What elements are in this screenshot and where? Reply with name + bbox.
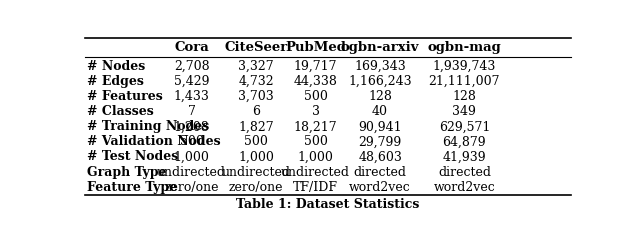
Text: # Classes: # Classes [88,105,154,118]
Text: Cora: Cora [174,41,209,54]
Text: 500: 500 [303,135,328,148]
Text: # Features: # Features [88,90,163,103]
Text: zero/one: zero/one [164,181,219,194]
Text: 1,000: 1,000 [298,151,333,164]
Text: ogbn-arxiv: ogbn-arxiv [341,41,419,54]
Text: 6: 6 [252,105,260,118]
Text: ogbn-mag: ogbn-mag [428,41,501,54]
Text: 41,939: 41,939 [443,151,486,164]
Text: 500: 500 [244,135,268,148]
Text: 3: 3 [312,105,319,118]
Text: 2,708: 2,708 [174,60,209,73]
Text: CiteSeer: CiteSeer [225,41,288,54]
Text: # Nodes: # Nodes [88,60,146,73]
Text: 1,166,243: 1,166,243 [348,75,412,88]
Text: 4,732: 4,732 [238,75,274,88]
Text: Graph Type: Graph Type [88,166,167,179]
Text: 3,703: 3,703 [238,90,274,103]
Text: 128: 128 [452,90,476,103]
Text: 3,327: 3,327 [238,60,274,73]
Text: 500: 500 [180,135,204,148]
Text: 5,429: 5,429 [174,75,209,88]
Text: directed: directed [438,166,491,179]
Text: word2vec: word2vec [349,181,411,194]
Text: # Validation Nodes: # Validation Nodes [88,135,221,148]
Text: 1,000: 1,000 [238,151,274,164]
Text: 19,717: 19,717 [294,60,337,73]
Text: 64,879: 64,879 [443,135,486,148]
Text: 1,939,743: 1,939,743 [433,60,496,73]
Text: 40: 40 [372,105,388,118]
Text: 29,799: 29,799 [358,135,402,148]
Text: 7: 7 [188,105,196,118]
Text: 349: 349 [452,105,476,118]
Text: 18,217: 18,217 [294,120,337,133]
Text: 169,343: 169,343 [354,60,406,73]
Text: word2vec: word2vec [433,181,495,194]
Text: TF/IDF: TF/IDF [293,181,338,194]
Text: directed: directed [353,166,406,179]
Text: 21,111,007: 21,111,007 [429,75,500,88]
Text: 48,603: 48,603 [358,151,402,164]
Text: Feature Type: Feature Type [88,181,177,194]
Text: 1,000: 1,000 [173,151,209,164]
Text: # Test Nodes: # Test Nodes [88,151,179,164]
Text: undirected: undirected [281,166,350,179]
Text: 1,827: 1,827 [238,120,274,133]
Text: zero/one: zero/one [229,181,284,194]
Text: # Edges: # Edges [88,75,144,88]
Text: undirected: undirected [221,166,291,179]
Text: 629,571: 629,571 [438,120,490,133]
Text: PubMed: PubMed [285,41,346,54]
Text: 1,433: 1,433 [173,90,209,103]
Text: 90,941: 90,941 [358,120,402,133]
Text: undirected: undirected [157,166,226,179]
Text: 128: 128 [368,90,392,103]
Text: 1,208: 1,208 [173,120,209,133]
Text: 44,338: 44,338 [294,75,337,88]
Text: 500: 500 [303,90,328,103]
Text: Table 1: Dataset Statistics: Table 1: Dataset Statistics [236,198,420,211]
Text: # Training Nodes: # Training Nodes [88,120,210,133]
